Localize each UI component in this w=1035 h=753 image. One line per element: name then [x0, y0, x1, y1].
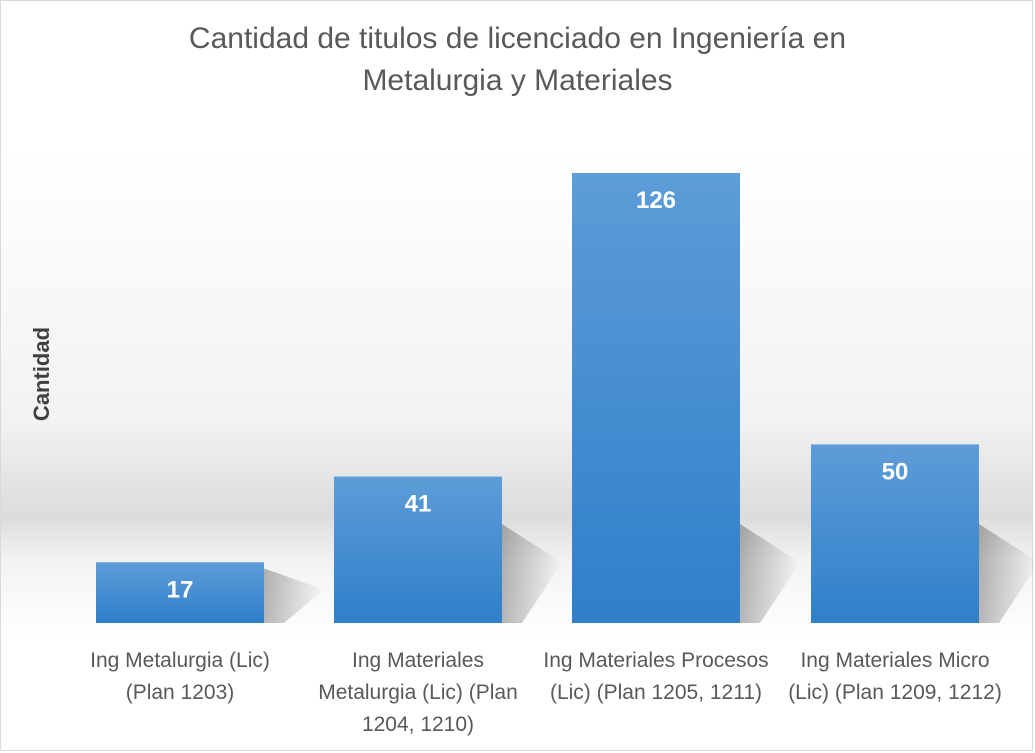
chart-title-line-1: Cantidad de titulos de licenciado en Ing…: [188, 22, 847, 55]
bar-value-label-3: 126: [636, 187, 676, 214]
bar-value-label-4: 50: [882, 458, 909, 485]
bar-shadow-2: [502, 524, 562, 623]
bar-value-label-2: 41: [405, 491, 432, 518]
bar-shadow-3: [740, 524, 800, 623]
chart-title-line-2: Metalurgia y Materiales: [362, 64, 673, 97]
bar-shadow-1: [264, 568, 324, 623]
bar-1: [96, 562, 264, 623]
bar-2: [334, 476, 502, 623]
chart-title: Cantidad de titulos de licenciado en Ing…: [0, 18, 1035, 102]
bar-3: [572, 173, 740, 623]
bar-value-label-1: 17: [167, 576, 194, 603]
bar-shadow-4: [979, 524, 1035, 623]
x-tick-label-3: Ing Materiales Procesos (Lic) (Plan 1205…: [543, 649, 769, 704]
x-tick-label-2: Ing Materiales Metalurgia (Lic) (Plan 12…: [318, 649, 518, 736]
x-tick-label-4: Ing Materiales Micro (Lic) (Plan 1209, 1…: [788, 649, 1002, 704]
x-tick-label-1: Ing Metalurgia (Lic) (Plan 1203): [90, 649, 270, 704]
bar-4: [811, 444, 979, 623]
